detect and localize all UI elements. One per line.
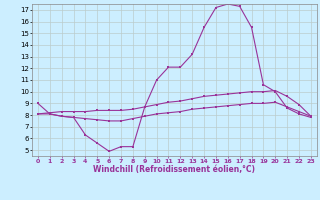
X-axis label: Windchill (Refroidissement éolien,°C): Windchill (Refroidissement éolien,°C) (93, 165, 255, 174)
